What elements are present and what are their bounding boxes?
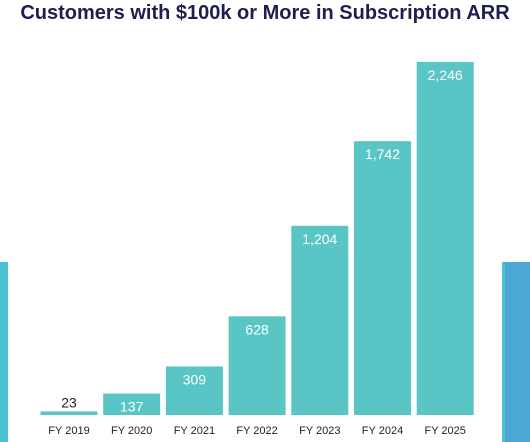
bar-fy-2024 (354, 141, 411, 415)
x-tick-label: FY 2023 (299, 425, 340, 437)
bar-value-label: 1,742 (365, 146, 400, 162)
bar-fy-2019 (40, 411, 98, 415)
x-tick-label: FY 2025 (425, 425, 466, 437)
bar-fy-2025 (416, 62, 474, 415)
bar-fy-2023 (291, 225, 349, 415)
x-tick-label: FY 2024 (362, 425, 403, 437)
background-side-strip (505, 262, 530, 442)
chart-title: Customers with $100k or More in Subscrip… (20, 2, 510, 24)
bar-value-label: 137 (120, 399, 144, 415)
x-tick-label: FY 2020 (111, 425, 152, 437)
bar-fy-2022 (228, 316, 286, 415)
bar-value-label: 23 (61, 394, 77, 410)
bar-fy-2021 (165, 366, 223, 415)
bar-fy-2020 (103, 393, 161, 415)
x-tick-label: FY 2021 (174, 425, 215, 437)
bar-value-label: 1,204 (302, 231, 337, 247)
bar-value-label: 309 (183, 371, 207, 387)
x-tick-label: FY 2019 (48, 425, 89, 437)
bar-value-label: 628 (245, 321, 269, 337)
bar-value-label: 2,246 (428, 67, 463, 83)
x-tick-label: FY 2022 (236, 425, 277, 437)
